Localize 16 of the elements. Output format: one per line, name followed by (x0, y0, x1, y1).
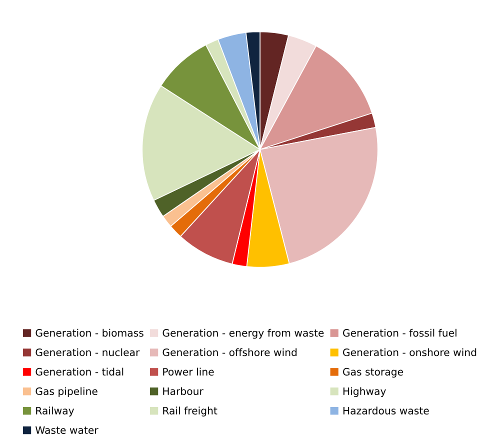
legend-label: Harbour (163, 387, 204, 396)
legend-label: Waste water (35, 426, 98, 434)
legend-label: Gas storage (343, 368, 403, 378)
legend-label: Generation - tidal (36, 368, 124, 376)
legend-label: Generation - energy from waste (162, 328, 324, 339)
legend-label: Generation - fossil fuel (343, 328, 456, 337)
legend-label: Generation - offshore wind (162, 348, 297, 356)
legend-label: Gas pipeline (36, 387, 98, 398)
legend-label: Rail freight (163, 406, 218, 416)
legend-label: Generation - onshore wind (343, 348, 476, 356)
legend-label: Power line (163, 368, 214, 376)
legend-label: Generation - nuclear (36, 348, 140, 356)
legend-label: Generation - biomass (36, 328, 144, 337)
legend-label: Railway (36, 406, 74, 416)
legend-label: Highway (343, 387, 386, 398)
legend-label: Hazardous waste (343, 406, 429, 414)
